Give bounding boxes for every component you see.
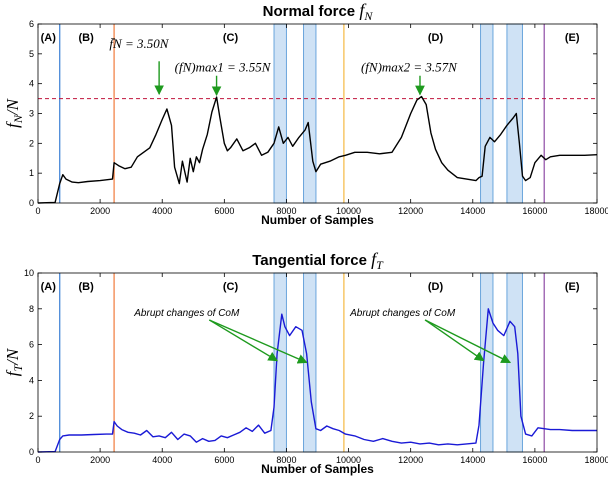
abrupt-change-annotation-2: Abrupt changes of CoM	[349, 308, 456, 319]
max-force-annotation-2: (fN)max2 = 3.57N	[361, 60, 458, 75]
abrupt-change-arrow-2-2	[424, 319, 512, 364]
x-tick-label-1: 0	[35, 206, 40, 216]
shaded-region-3	[480, 272, 494, 453]
x-axis-label: Number of Samples	[261, 462, 374, 476]
x-tick-label-5: 8000	[276, 455, 296, 465]
x-tick-label-2: 2000	[90, 206, 110, 216]
shaded-region-1	[273, 23, 287, 204]
y-tick-label-6: 10	[24, 268, 34, 278]
x-tick-label-8: 14000	[460, 455, 485, 465]
x-tick-label-7: 12000	[398, 206, 423, 216]
y-tick-label-1: 0	[29, 198, 34, 208]
shaded-region-2	[303, 23, 317, 204]
phase-label-4: (D)	[428, 32, 444, 44]
phase-label-2: (B)	[78, 281, 94, 293]
x-tick-label-4: 6000	[214, 206, 234, 216]
x-tick-label-7: 12000	[398, 455, 423, 465]
x-axis-label: Number of Samples	[261, 213, 374, 227]
y-axis-label: fN/N	[3, 97, 25, 127]
y-tick-label-2: 2	[29, 411, 34, 421]
phase-label-3: (C)	[223, 281, 239, 293]
series-line-1	[37, 95, 598, 204]
plot-frame	[37, 272, 598, 453]
y-tick-label-3: 2	[29, 138, 34, 148]
abrupt-change-arrow-2-1	[424, 319, 485, 362]
chart-title: Tangential force fT	[252, 249, 384, 272]
x-tick-label-8: 14000	[460, 206, 485, 216]
abrupt-change-arrow-1-1	[208, 319, 279, 362]
phase-label-3: (C)	[223, 32, 239, 44]
y-tick-label-7: 6	[29, 19, 34, 29]
mean-force-annotation: f̄N = 3.50N	[109, 36, 169, 51]
x-tick-label-3: 4000	[152, 206, 172, 216]
y-tick-label-2: 1	[29, 168, 34, 178]
abrupt-change-annotation-1: Abrupt changes of CoM	[133, 308, 240, 319]
y-tick-label-5: 4	[29, 79, 34, 89]
phase-label-1: (A)	[41, 32, 57, 44]
shaded-region-4	[506, 23, 523, 204]
phase-label-5: (E)	[565, 32, 580, 44]
max-force-annotation-1: (fN)max1 = 3.55N	[175, 60, 272, 75]
series-line-1	[37, 308, 597, 453]
abrupt-change-arrow-1-2	[208, 319, 308, 364]
x-tick-label-6: 10000	[336, 455, 361, 465]
x-tick-label-9: 16000	[522, 206, 547, 216]
phase-label-4: (D)	[428, 281, 444, 293]
x-tick-label-2: 2000	[90, 455, 110, 465]
y-tick-label-6: 5	[29, 49, 34, 59]
y-tick-label-5: 8	[29, 304, 34, 314]
y-tick-label-3: 4	[29, 375, 34, 385]
phase-label-5: (E)	[565, 281, 580, 293]
y-axis-label: fT/N	[3, 347, 25, 376]
y-tick-label-4: 6	[29, 340, 34, 350]
x-tick-label-5: 8000	[276, 206, 296, 216]
phase-label-1: (A)	[41, 281, 57, 293]
x-tick-label-3: 4000	[152, 455, 172, 465]
x-tick-label-4: 6000	[214, 455, 234, 465]
phase-label-2: (B)	[78, 32, 94, 44]
x-tick-label-9: 16000	[522, 455, 547, 465]
x-tick-label-1: 0	[35, 455, 40, 465]
x-tick-label-10: 18000	[584, 206, 608, 216]
y-tick-label-1: 0	[29, 447, 34, 457]
chart-title: Normal force fN	[263, 0, 374, 23]
x-tick-label-10: 18000	[584, 455, 608, 465]
x-tick-label-6: 10000	[336, 206, 361, 216]
y-tick-label-4: 3	[29, 109, 34, 119]
tangential-force-panel: 0 2000 4000 6000 8000 10000 12000 14000 16000 180…	[3, 249, 608, 476]
normal-force-panel: 0 2000 4000 6000 8000 10000 12000 14000 16000 180…	[3, 0, 608, 227]
